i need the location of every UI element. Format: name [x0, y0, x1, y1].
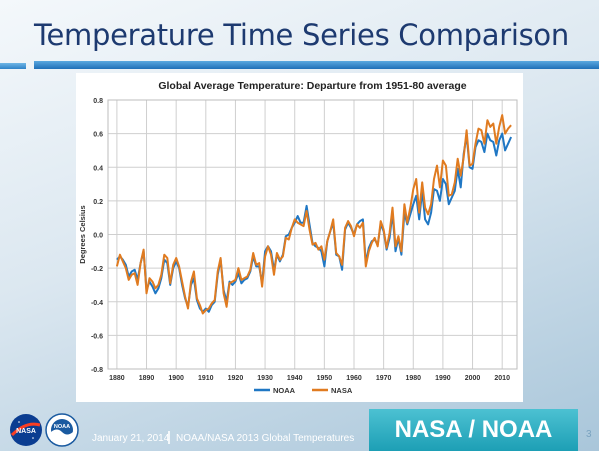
title-rule-main: [34, 61, 599, 69]
chart-panel: Global Average Temperature: Departure fr…: [76, 73, 523, 402]
y-tick-label: 0.2: [93, 199, 103, 206]
legend-label-nasa: NASA: [331, 386, 353, 395]
y-tick-label: 0.4: [93, 165, 103, 172]
x-tick-label: 1900: [168, 375, 184, 382]
x-tick-label: 1920: [228, 375, 244, 382]
x-tick-label: 2000: [465, 375, 481, 382]
y-tick-label: -0.8: [91, 367, 103, 374]
x-tick-label: 1940: [287, 375, 303, 382]
x-tick-label: 1960: [346, 375, 362, 382]
plot-area: [107, 99, 518, 370]
y-tick-label: -0.2: [91, 266, 103, 273]
title-rule-left: [0, 63, 26, 69]
y-axis-label: Degrees Celsius: [78, 205, 87, 263]
title-rule: [0, 60, 599, 70]
chart-title: Global Average Temperature: Departure fr…: [158, 80, 466, 92]
x-tick-label: 1970: [376, 375, 392, 382]
slide-title: Temperature Time Series Comparison: [34, 18, 569, 52]
brand-banner: NASA / NOAA: [369, 409, 578, 451]
x-tick-label: 1880: [109, 375, 125, 382]
footer-source: NOAA/NASA 2013 Global Temperatures: [176, 433, 355, 444]
y-tick-label: -0.4: [91, 300, 103, 307]
temperature-chart: Global Average Temperature: Departure fr…: [78, 80, 518, 395]
nasa-logo-text: NASA: [16, 428, 36, 435]
noaa-logo: NOAA: [45, 413, 79, 447]
nasa-logo: NASA: [10, 414, 42, 446]
x-tick-label: 2010: [494, 375, 510, 382]
noaa-logo-text: NOAA: [54, 424, 70, 430]
x-tick-label: 1980: [405, 375, 421, 382]
x-tick-label: 1930: [257, 375, 273, 382]
series-line-nasa: [115, 114, 512, 315]
page-number: 3: [586, 429, 592, 440]
x-tick-label: 1990: [435, 375, 451, 382]
footer-date: January 21, 2014: [92, 433, 170, 444]
x-tick-label: 1890: [139, 375, 155, 382]
y-tick-label: -0.6: [91, 333, 103, 340]
y-tick-label: 0.6: [93, 132, 103, 139]
y-tick-label: 0.8: [93, 98, 103, 105]
legend-label-noaa: NOAA: [273, 386, 296, 395]
y-tick-label: 0.0: [93, 233, 103, 240]
x-tick-label: 1910: [198, 375, 214, 382]
footer-separator: [168, 431, 170, 444]
x-tick-label: 1950: [317, 375, 333, 382]
